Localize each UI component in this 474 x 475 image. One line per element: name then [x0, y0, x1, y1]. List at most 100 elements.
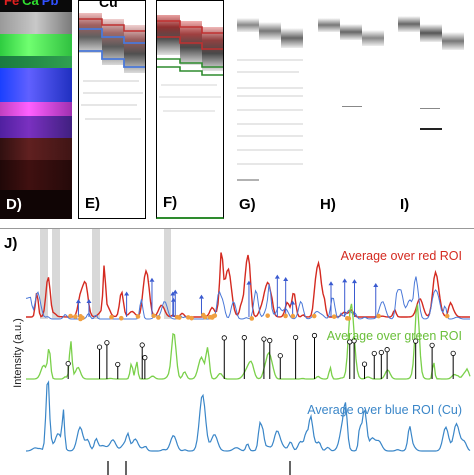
panel-label-i: I)	[400, 196, 410, 213]
reference-marker-orange	[311, 313, 317, 319]
reference-marker-triangle	[172, 289, 178, 294]
reference-marker-orange	[290, 313, 296, 319]
panel-d-rgb-composite: Fe Ca Pb D)	[0, 0, 72, 219]
reference-marker-orange	[68, 313, 73, 319]
band-purple	[0, 116, 72, 138]
panel-e-title: Cu	[99, 0, 118, 10]
band-blue	[0, 68, 72, 102]
f-lane-1	[157, 15, 180, 55]
legend-pb: Pb	[41, 0, 59, 8]
panel-label-e: E)	[85, 195, 100, 212]
highlight-column	[40, 229, 48, 319]
panel-f-roi-map: F)	[156, 0, 224, 219]
highlight-column	[92, 229, 100, 319]
reference-marker-orange	[283, 313, 288, 319]
panel-label-h: H)	[320, 196, 336, 213]
highlight-column	[52, 229, 60, 319]
h-lane-3	[362, 30, 384, 46]
reference-marker	[241, 335, 247, 341]
highlight-column	[164, 229, 171, 319]
reference-marker	[378, 349, 384, 356]
band-grey	[0, 12, 72, 34]
e-lane-3	[124, 25, 145, 73]
reference-marker	[261, 336, 267, 342]
reference-marker-orange	[346, 316, 352, 321]
e-lane-1	[79, 13, 102, 53]
band-black	[0, 190, 72, 219]
panel-label-j: J)	[4, 235, 18, 252]
reference-marker	[371, 350, 377, 357]
band-dark	[0, 160, 72, 190]
reference-marker-triangle	[328, 281, 334, 286]
reference-marker-orange	[78, 314, 83, 319]
band-green-dark	[0, 56, 72, 68]
band-green	[0, 34, 72, 56]
reference-marker	[96, 344, 103, 350]
reference-marker	[351, 338, 357, 344]
legend-ca: Ca	[22, 0, 39, 8]
reference-marker-orange	[73, 314, 78, 319]
i-lane-3	[442, 32, 464, 50]
reference-marker	[277, 353, 283, 359]
reference-marker	[221, 335, 227, 341]
i-lane-1	[398, 16, 420, 32]
reference-marker-orange	[202, 314, 208, 320]
reference-marker-triangle	[170, 291, 176, 296]
reference-marker-orange	[249, 316, 255, 321]
element-legend: Fe Ca Pb	[4, 0, 61, 8]
reference-marker-triangle	[274, 274, 280, 279]
trace-blue	[25, 380, 471, 452]
reference-marker-triangle	[75, 299, 81, 304]
reference-marker-orange	[185, 315, 191, 320]
f-roi-outline	[157, 20, 223, 112]
reference-marker	[361, 361, 368, 367]
reference-marker-triangle	[290, 300, 296, 305]
reference-marker-triangle	[198, 294, 204, 299]
trace-red	[26, 252, 470, 318]
panel-g-map: G)	[233, 0, 306, 219]
reference-marker	[429, 342, 435, 348]
h-lane-2	[340, 24, 362, 40]
e-roi-outline	[79, 18, 145, 120]
h-lane-1	[318, 18, 340, 32]
reference-marker	[115, 361, 121, 368]
g-bands	[237, 59, 303, 181]
reference-marker-triangle	[373, 282, 379, 287]
g-lane-1	[237, 18, 259, 32]
reference-marker-orange	[151, 313, 157, 319]
reference-marker-orange	[376, 313, 381, 319]
reference-marker	[311, 332, 318, 339]
trace-red-overlay-blue	[25, 276, 471, 320]
reference-marker-triangle	[351, 279, 357, 284]
h-band	[342, 106, 362, 107]
reference-marker-triangle	[246, 280, 252, 285]
y-axis-label: Intensity (a.u.)	[12, 318, 24, 388]
panel-h-map: H)	[314, 0, 386, 219]
reference-marker-orange	[210, 314, 216, 319]
reference-marker-orange	[109, 314, 114, 320]
i-lane-2	[420, 24, 442, 42]
spectra-plot	[25, 229, 471, 475]
reference-marker-triangle	[283, 277, 289, 282]
reference-marker	[413, 338, 419, 344]
band-magenta	[0, 102, 72, 116]
panel-j-spectra: J) Intensity (a.u.) Average over red ROI…	[0, 228, 474, 475]
trace-label-green: Average over green ROI	[326, 329, 462, 343]
reference-marker	[267, 337, 273, 344]
reference-marker	[450, 350, 456, 356]
reference-marker-triangle	[124, 291, 130, 296]
panel-label-d: D)	[6, 196, 22, 213]
g-lane-2	[259, 22, 281, 40]
reference-marker-orange	[118, 315, 124, 321]
i-band-1	[420, 108, 440, 109]
panel-label-g: G)	[239, 196, 256, 213]
e-lane-2	[102, 19, 124, 65]
reference-marker	[65, 360, 71, 367]
reference-marker	[384, 347, 390, 353]
trace-label-blue: Average over blue ROI (Cu)	[307, 403, 462, 417]
reference-marker	[139, 342, 145, 348]
legend-fe: Fe	[4, 0, 20, 8]
reference-marker-orange	[265, 313, 270, 318]
reference-marker-triangle	[342, 278, 348, 283]
g-lane-3	[281, 28, 303, 48]
